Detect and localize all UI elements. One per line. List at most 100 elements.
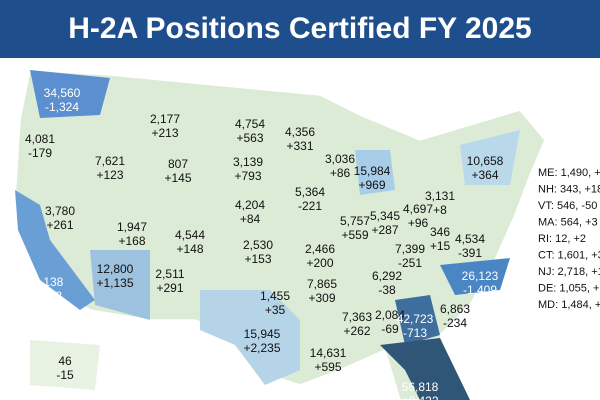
region-fl bbox=[380, 338, 470, 400]
state-value: 4,204 bbox=[235, 198, 265, 212]
state-value: 7,399 bbox=[395, 242, 425, 256]
state-value: 14,631 bbox=[310, 346, 347, 360]
state-change: +123 bbox=[96, 168, 123, 182]
sidebar-entry: NH: 343, +18 bbox=[538, 183, 600, 195]
state-value: 4,697 bbox=[403, 202, 433, 216]
region-ak bbox=[30, 340, 100, 390]
region-ca bbox=[15, 190, 95, 310]
state-change: +145 bbox=[164, 171, 191, 185]
state-change: +2,235 bbox=[243, 341, 280, 355]
state-change: +331 bbox=[286, 139, 313, 153]
state-change: +9,422 bbox=[401, 394, 438, 400]
state-change: +213 bbox=[151, 126, 178, 140]
state-change: -38 bbox=[378, 283, 396, 297]
region-ny bbox=[460, 130, 520, 185]
state-value: 35,138 bbox=[27, 275, 64, 289]
state-change: -69 bbox=[381, 322, 399, 336]
state-value: 7,865 bbox=[307, 277, 337, 291]
state-value: 1,455 bbox=[260, 289, 290, 303]
state-change: -179 bbox=[28, 146, 52, 160]
title: H-2A Positions Certified FY 2025 bbox=[68, 12, 531, 45]
title-bar bbox=[0, 0, 600, 58]
state-change: +148 bbox=[176, 242, 203, 256]
state-change: +8 bbox=[433, 203, 447, 217]
state-change: +969 bbox=[358, 178, 385, 192]
state-change: +96 bbox=[408, 216, 429, 230]
state-value: 3,036 bbox=[325, 152, 355, 166]
state-value: 2,466 bbox=[305, 242, 335, 256]
state-change: +168 bbox=[118, 234, 145, 248]
state-change: +559 bbox=[341, 228, 368, 242]
sidebar-entry: CT: 1,601, +35 bbox=[538, 249, 600, 261]
sidebar-entry: RI: 12, +2 bbox=[538, 233, 586, 245]
state-change: +35 bbox=[265, 303, 286, 317]
state-value: 46 bbox=[58, 354, 72, 368]
state-change: -2,373 bbox=[28, 289, 62, 303]
region-nc bbox=[440, 258, 510, 295]
state-value: 807 bbox=[168, 157, 188, 171]
state-value: 12,800 bbox=[97, 262, 134, 276]
state-value: 5,364 bbox=[295, 185, 325, 199]
state-change: -713 bbox=[403, 326, 427, 340]
state-value: 42,723 bbox=[397, 312, 434, 326]
state-value: 10,658 bbox=[467, 154, 504, 168]
sidebar-entry: MA: 564, +3 bbox=[538, 216, 598, 228]
region-tx bbox=[200, 290, 300, 385]
state-value: 4,754 bbox=[235, 117, 265, 131]
state-value: 6,863 bbox=[440, 302, 470, 316]
state-value: 5,757 bbox=[340, 214, 370, 228]
state-value: 4,534 bbox=[455, 232, 485, 246]
region-mi bbox=[355, 150, 395, 195]
state-value: 4,544 bbox=[175, 228, 205, 242]
state-change: +262 bbox=[343, 324, 370, 338]
state-value: 346 bbox=[430, 225, 450, 239]
state-change: +309 bbox=[308, 291, 335, 305]
state-value: 4,356 bbox=[285, 125, 315, 139]
state-change: +15 bbox=[430, 239, 451, 253]
state-change: +563 bbox=[236, 131, 263, 145]
state-value: 2,511 bbox=[155, 267, 184, 281]
state-change: -234 bbox=[443, 316, 467, 330]
state-value: 3,131 bbox=[425, 189, 455, 203]
state-change: +84 bbox=[240, 212, 261, 226]
state-value: 2,084 bbox=[375, 308, 405, 322]
state-change: -251 bbox=[398, 256, 422, 270]
region-wa bbox=[30, 70, 110, 118]
state-change: +291 bbox=[156, 281, 183, 295]
state-change: +1,135 bbox=[96, 276, 133, 290]
state-change: -221 bbox=[298, 199, 322, 213]
state-value: 4,081 bbox=[25, 132, 55, 146]
state-change: +86 bbox=[330, 166, 351, 180]
state-value: 26,123 bbox=[462, 269, 499, 283]
state-change: -1,409 bbox=[463, 283, 497, 297]
state-value: 2,177 bbox=[150, 112, 180, 126]
state-value: 15,984 bbox=[354, 164, 391, 178]
state-change: -15 bbox=[56, 368, 74, 382]
state-change: +287 bbox=[371, 223, 398, 237]
state-value: 7,621 bbox=[95, 154, 125, 168]
state-value: 34,560 bbox=[44, 86, 81, 100]
state-value: 7,363 bbox=[342, 310, 372, 324]
state-change: +200 bbox=[306, 256, 333, 270]
state-value: 15,945 bbox=[244, 327, 281, 341]
state-value: 3,139 bbox=[233, 155, 263, 169]
region-ga bbox=[395, 295, 440, 345]
sidebar-entry: VT: 546, -50 bbox=[538, 200, 597, 212]
state-change: +793 bbox=[234, 169, 261, 183]
state-value: 2,530 bbox=[243, 238, 273, 252]
state-value: 56,818 bbox=[402, 380, 439, 394]
sidebar-entry: NJ: 2,718, +104 bbox=[538, 266, 600, 278]
state-change: +595 bbox=[314, 360, 341, 374]
state-change: +261 bbox=[46, 218, 73, 232]
state-value: 1,947 bbox=[117, 220, 147, 234]
state-value: 6,292 bbox=[372, 269, 402, 283]
sidebar-entry: MD: 1,484, +16 bbox=[538, 299, 600, 311]
sidebar-entry: DE: 1,055, +114 bbox=[538, 282, 600, 294]
state-change: +153 bbox=[244, 252, 271, 266]
state-change: -391 bbox=[458, 246, 482, 260]
state-value: 5,345 bbox=[370, 209, 400, 223]
region-az bbox=[90, 250, 150, 320]
state-value: 3,780 bbox=[45, 204, 75, 218]
state-change: +364 bbox=[471, 168, 498, 182]
